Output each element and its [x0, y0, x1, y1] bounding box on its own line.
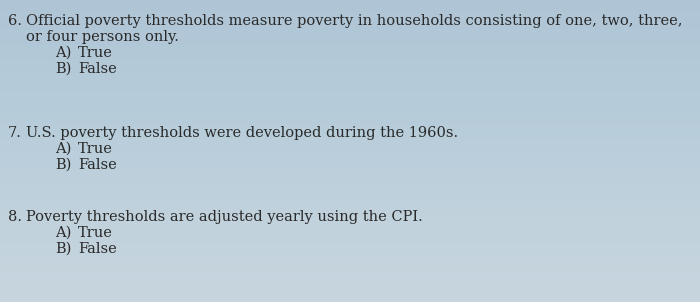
- Text: 6.: 6.: [8, 14, 22, 28]
- Text: A): A): [55, 142, 71, 156]
- Text: False: False: [78, 158, 117, 172]
- Text: True: True: [78, 46, 113, 60]
- Text: A): A): [55, 226, 71, 240]
- Text: B): B): [55, 242, 71, 256]
- Text: True: True: [78, 142, 113, 156]
- Text: A): A): [55, 46, 71, 60]
- Text: 8.: 8.: [8, 210, 22, 224]
- Text: or four persons only.: or four persons only.: [26, 30, 179, 44]
- Text: Official poverty thresholds measure poverty in households consisting of one, two: Official poverty thresholds measure pove…: [26, 14, 682, 28]
- Text: False: False: [78, 242, 117, 256]
- Text: False: False: [78, 62, 117, 76]
- Text: True: True: [78, 226, 113, 240]
- Text: B): B): [55, 62, 71, 76]
- Text: U.S. poverty thresholds were developed during the 1960s.: U.S. poverty thresholds were developed d…: [26, 126, 458, 140]
- Text: Poverty thresholds are adjusted yearly using the CPI.: Poverty thresholds are adjusted yearly u…: [26, 210, 423, 224]
- Text: 7.: 7.: [8, 126, 22, 140]
- Text: B): B): [55, 158, 71, 172]
